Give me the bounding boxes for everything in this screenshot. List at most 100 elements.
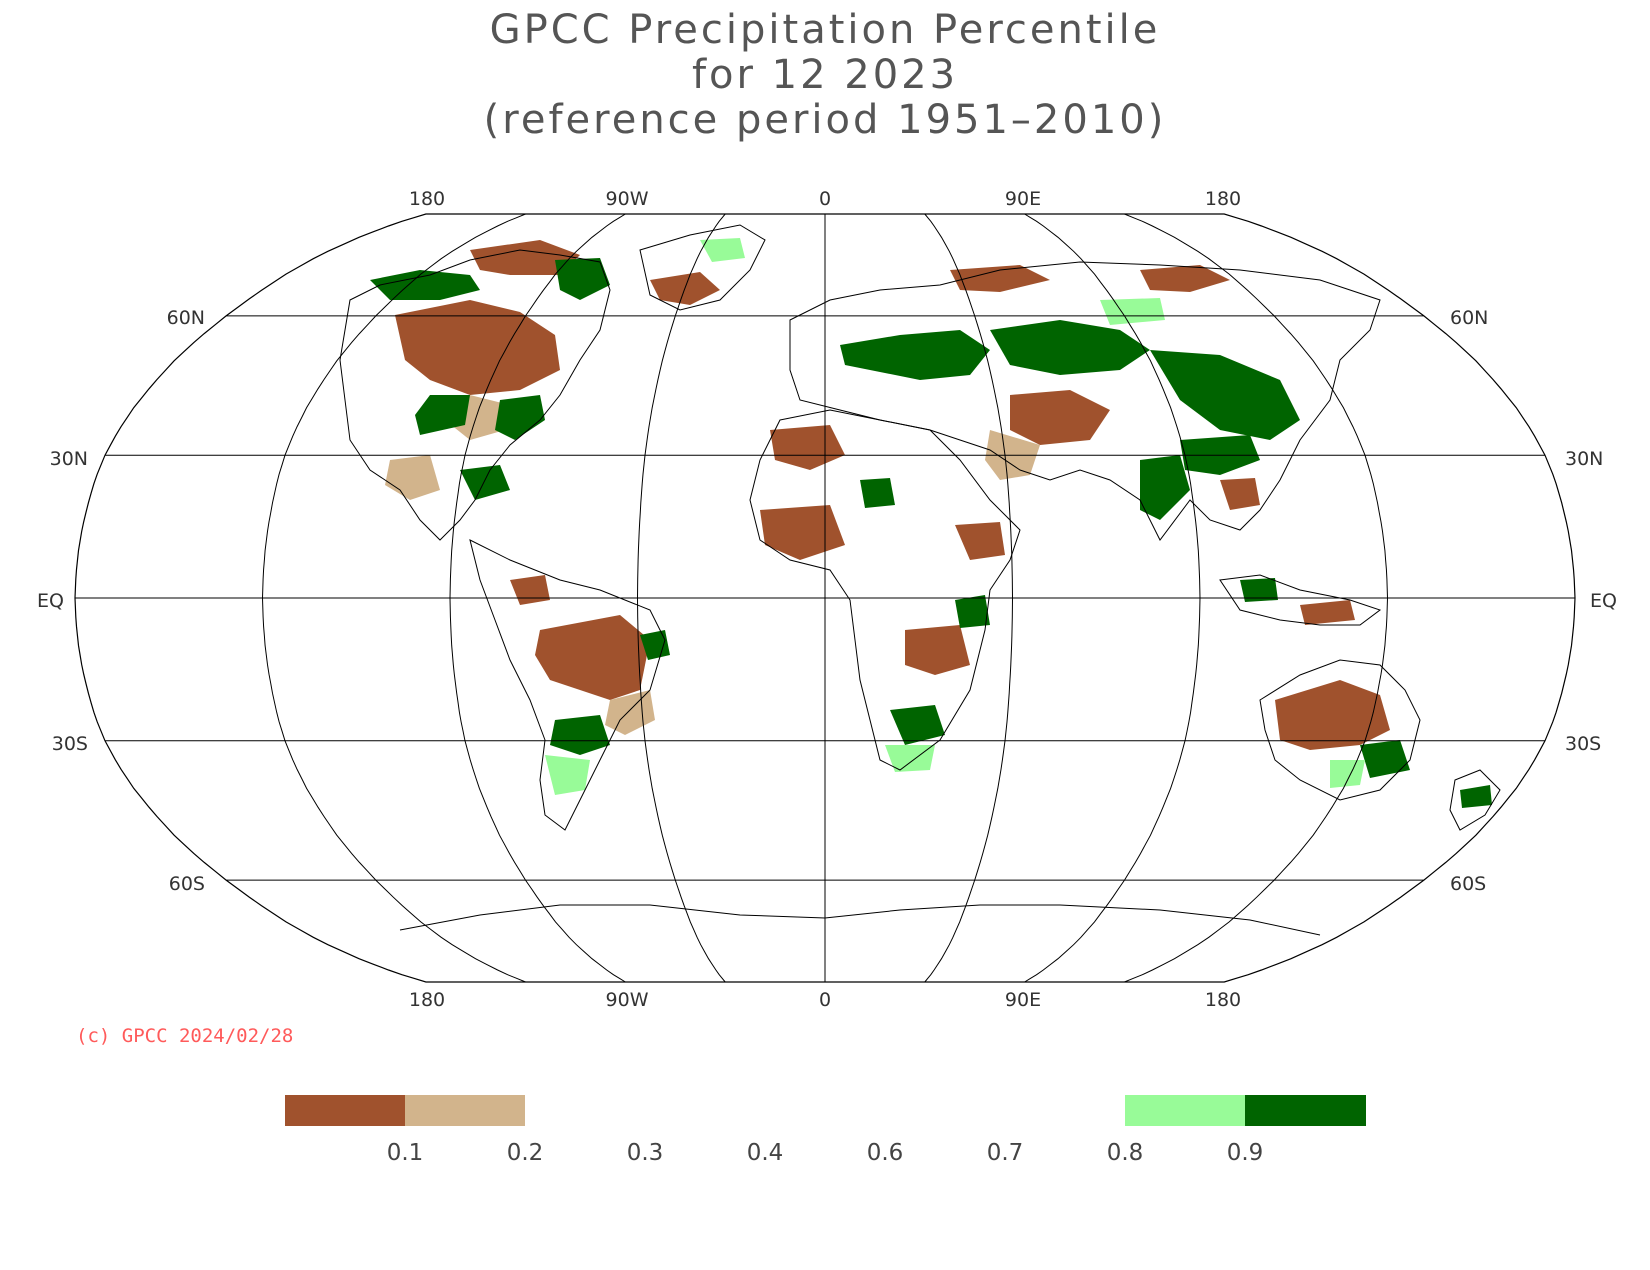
legend-tick-2: 0.2 xyxy=(506,1140,544,1166)
globe-outline xyxy=(74,213,1576,983)
patch-argentina-wet xyxy=(550,715,610,755)
lat-label-left-30n: 30N xyxy=(50,448,88,470)
patch-colombia-dry xyxy=(510,575,550,605)
lat-labels-right: 60N 30N EQ 30S 60S xyxy=(1450,307,1617,895)
lat-label-right-30s: 30S xyxy=(1565,733,1601,755)
coastline-4 xyxy=(789,261,1381,541)
title-line-2: for 12 2023 xyxy=(691,52,959,98)
legend-tick-3: 0.3 xyxy=(626,1140,664,1166)
patch-se-asia-dry xyxy=(1220,478,1260,510)
legend-tick-5: 0.6 xyxy=(866,1140,904,1166)
patch-north-america-dry xyxy=(395,300,560,395)
meridian-line xyxy=(924,213,1014,983)
patch-mexico-dry xyxy=(385,455,440,500)
color-legend: 0.1 0.2 0.3 0.4 0.6 0.7 0.8 0.9 xyxy=(0,1095,1650,1175)
lat-labels-left: 60N 30N EQ 30S 60S xyxy=(37,307,205,895)
legend-swatch-gt-0-9 xyxy=(1245,1095,1366,1126)
lat-label-right-eq: EQ xyxy=(1590,590,1617,612)
patch-australia-lightwet xyxy=(1330,760,1365,788)
patch-australia-wet xyxy=(1360,740,1410,778)
patch-north-america-wet1 xyxy=(415,395,470,435)
lon-label-top-1: 180 xyxy=(409,188,445,210)
lon-label-bottom-1: 180 xyxy=(409,989,445,1011)
patch-sa-wet-east xyxy=(640,630,670,660)
coastline-3 xyxy=(639,224,766,311)
patch-argentina-lightwet xyxy=(545,755,590,795)
coastline-5 xyxy=(749,409,1021,771)
lon-labels-top: 180 90W 0 90E 180 xyxy=(409,188,1241,210)
lon-label-top-5: 180 xyxy=(1205,188,1241,210)
lat-label-left-30s: 30S xyxy=(52,733,88,755)
patch-brazil-lightdry xyxy=(605,690,655,735)
legend-swatch-0-1-0-2 xyxy=(405,1095,525,1126)
patch-north-america-wet2 xyxy=(495,395,545,440)
title-line-1: GPCC Precipitation Percentile xyxy=(489,7,1161,53)
patch-indonesia-dry xyxy=(1300,600,1355,625)
title-line-3: (reference period 1951–2010) xyxy=(483,97,1167,143)
legend-tick-8: 0.9 xyxy=(1226,1140,1264,1166)
legend-swatch-lt-0-1 xyxy=(285,1095,405,1126)
patch-southern-africa-dry xyxy=(905,625,970,675)
patch-siberia-wet xyxy=(1150,350,1300,440)
patch-new-zealand-wet xyxy=(1460,785,1492,808)
legend-tick-7: 0.8 xyxy=(1106,1140,1144,1166)
coastlines xyxy=(339,224,1501,936)
coastline-7 xyxy=(1219,574,1382,626)
lat-label-right-60s: 60S xyxy=(1450,873,1486,895)
meridian-line xyxy=(449,213,626,983)
lon-label-bottom-2: 90W xyxy=(606,989,649,1011)
legend-tick-6: 0.7 xyxy=(986,1140,1024,1166)
copyright-text: (c) GPCC 2024/02/28 xyxy=(76,1025,294,1047)
patch-west-africa-dry xyxy=(760,505,845,560)
meridian-line xyxy=(1124,213,1389,983)
lon-label-top-4: 90E xyxy=(1005,188,1041,210)
lat-label-left-60s: 60S xyxy=(169,873,205,895)
coastline-9 xyxy=(399,904,1321,936)
patch-gulf-wet xyxy=(460,465,510,500)
lon-label-bottom-3: 0 xyxy=(819,989,831,1011)
lon-label-top-3: 0 xyxy=(819,188,831,210)
patch-central-asia-dry xyxy=(1010,390,1110,445)
legend-tick-1: 0.1 xyxy=(386,1140,424,1166)
patch-arctic-canada-dry xyxy=(470,240,580,275)
lon-label-bottom-5: 180 xyxy=(1205,989,1241,1011)
lat-label-left-60n: 60N xyxy=(167,307,205,329)
patch-greenland-wet xyxy=(700,238,745,262)
patch-south-africa-wet xyxy=(890,705,945,745)
coastline-8 xyxy=(1449,769,1501,831)
legend-swatch-0-8-0-9 xyxy=(1125,1095,1245,1126)
patch-indonesia-wet xyxy=(1240,578,1278,602)
lon-label-top-2: 90W xyxy=(606,188,649,210)
patch-canada-wet2 xyxy=(555,258,610,300)
map-title: GPCC Precipitation Percentile for 12 202… xyxy=(0,8,1650,143)
precipitation-patches xyxy=(370,238,1492,808)
patch-mongolia-lightwet xyxy=(1100,298,1165,325)
patch-south-africa-lightwet xyxy=(885,745,935,772)
graticule xyxy=(75,213,1575,983)
coastline-1 xyxy=(339,249,611,541)
meridian-line xyxy=(261,213,526,983)
patch-arctic-russia-dry xyxy=(950,265,1050,292)
lon-label-bottom-4: 90E xyxy=(1005,989,1041,1011)
patch-russia-wet xyxy=(990,320,1150,375)
lat-label-left-eq: EQ xyxy=(37,590,64,612)
patch-siberia-dry xyxy=(1140,265,1230,292)
legend-tick-4: 0.4 xyxy=(746,1140,784,1166)
patch-east-africa-dry xyxy=(955,522,1005,560)
patch-india-wet xyxy=(1140,455,1190,520)
coastline-6 xyxy=(1259,659,1421,801)
patch-sahara-dry xyxy=(770,425,845,470)
patch-europe-wet xyxy=(840,330,990,380)
meridian-line xyxy=(636,213,726,983)
patch-australia-dry xyxy=(1275,680,1390,750)
patch-brazil-dry xyxy=(535,615,650,700)
lon-labels-bottom: 180 90W 0 90E 180 xyxy=(409,989,1241,1011)
coastline-2 xyxy=(469,539,666,831)
lat-label-right-30n: 30N xyxy=(1565,448,1603,470)
patch-canada-wet xyxy=(370,270,480,300)
patch-sahel-wet xyxy=(860,478,895,508)
patch-congo-wet xyxy=(955,595,990,628)
lat-label-right-60n: 60N xyxy=(1450,307,1488,329)
meridian-line xyxy=(1024,213,1201,983)
